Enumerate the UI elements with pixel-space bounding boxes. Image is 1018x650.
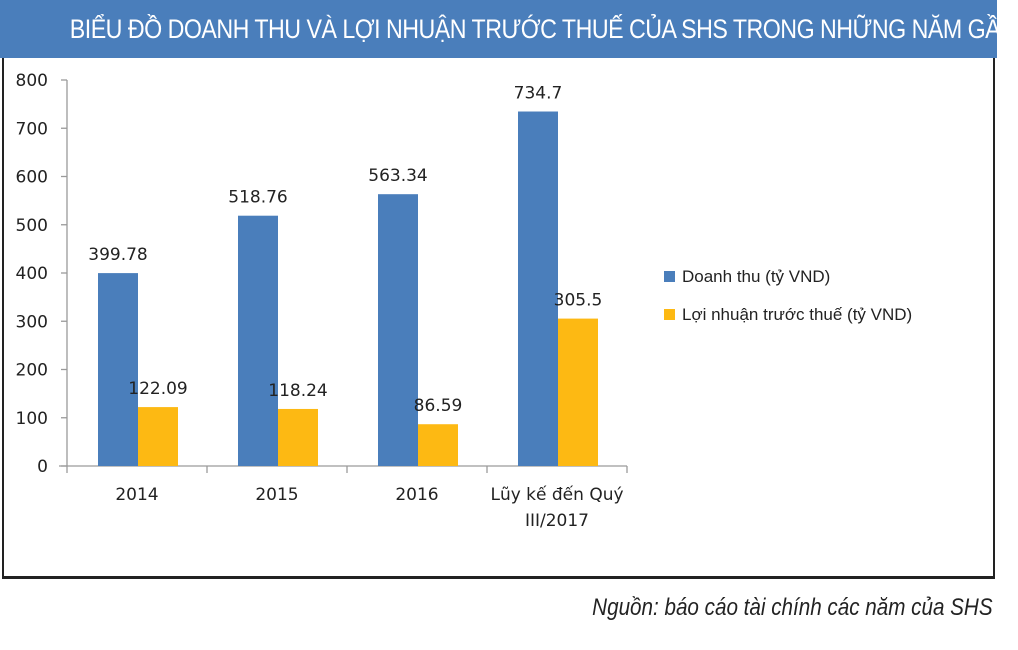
data-label: 399.78	[88, 245, 147, 265]
x-tick-label: 2015	[255, 485, 298, 505]
y-tick-label: 100	[16, 409, 48, 429]
y-tick-label: 0	[37, 457, 48, 477]
bar-revenue	[238, 215, 278, 466]
bar-profit	[418, 424, 458, 466]
data-label: 122.09	[128, 379, 187, 399]
y-tick-label: 800	[16, 71, 48, 91]
x-tick-label: 2016	[395, 485, 438, 505]
bar-profit	[138, 407, 178, 466]
data-label: 563.34	[368, 166, 427, 186]
y-tick-label: 200	[16, 361, 48, 381]
x-tick-label: Lũy kế đến Quý	[490, 484, 623, 505]
data-label: 518.76	[228, 188, 287, 208]
bar-revenue	[378, 194, 418, 466]
data-label: 86.59	[414, 396, 463, 416]
chart-frame	[2, 58, 995, 579]
y-tick-label: 500	[16, 216, 48, 236]
y-tick-label: 300	[16, 312, 48, 332]
legend-swatch-revenue	[664, 271, 675, 282]
chart-title: BIỂU ĐỒ DOANH THU VÀ LỢI NHUẬN TRƯỚC THU…	[69, 14, 1018, 44]
data-label: 734.7	[514, 84, 563, 104]
x-tick-label: III/2017	[525, 511, 589, 531]
y-tick-label: 700	[16, 119, 48, 139]
title-bar	[0, 0, 997, 58]
legend-label: Lợi nhuận trước thuế (tỷ VND)	[682, 305, 912, 324]
source-note: Nguồn: báo cáo tài chính các năm của SHS	[592, 594, 993, 621]
y-tick-label: 400	[16, 264, 48, 284]
bar-profit	[558, 318, 598, 466]
legend-label: Doanh thu (tỷ VND)	[682, 267, 830, 286]
legend-swatch-profit	[664, 309, 675, 320]
bar-revenue	[518, 111, 558, 466]
bar-profit	[278, 408, 318, 466]
bar-revenue	[98, 273, 138, 466]
data-label: 118.24	[268, 381, 327, 401]
y-tick-label: 600	[16, 168, 48, 188]
x-tick-label: 2014	[115, 485, 158, 505]
data-label: 305.5	[554, 291, 603, 311]
